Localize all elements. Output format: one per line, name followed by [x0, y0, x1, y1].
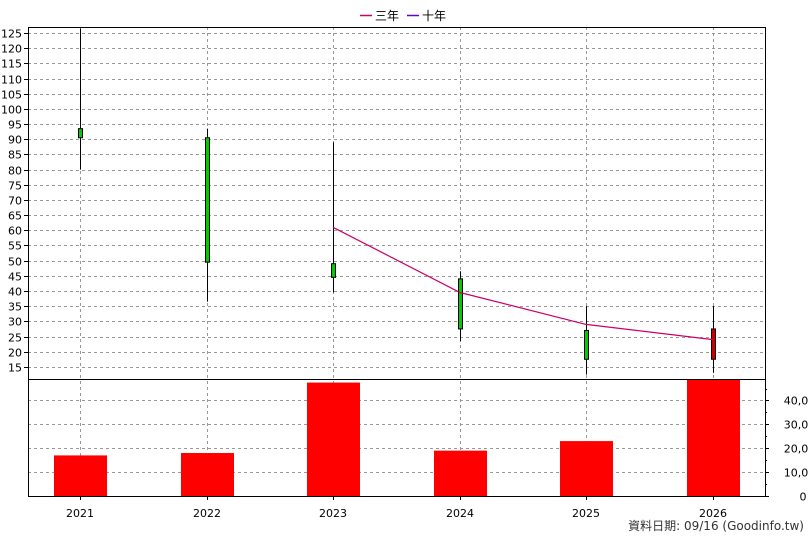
price-tick-label: 125	[1, 28, 22, 41]
volume-bar	[181, 453, 234, 496]
volume-bar	[687, 379, 740, 496]
average-lines	[332, 226, 714, 341]
x-tick-label: 2026	[699, 507, 727, 520]
price-tick-label: 60	[8, 225, 22, 238]
price-tick-label: 25	[8, 332, 22, 345]
price-tick-label: 65	[8, 210, 22, 223]
price-tick-label: 15	[8, 362, 22, 375]
price-tick-label: 100	[1, 104, 22, 117]
x-tick-label: 2025	[572, 507, 600, 520]
legend-label: 十年	[422, 9, 446, 23]
price-tick-label: 35	[8, 301, 22, 314]
price-tick-label: 85	[8, 149, 22, 162]
plot-frames	[28, 27, 766, 497]
price-grid	[28, 27, 765, 496]
candle-body	[458, 278, 463, 330]
price-tick-label: 120	[1, 43, 22, 56]
price-tick-label: 45	[8, 271, 22, 284]
x-tick-label: 2022	[193, 507, 221, 520]
volume-tick-label: 20,000	[784, 443, 808, 456]
price-tick-label: 20	[8, 347, 22, 360]
price-tick-label: 70	[8, 195, 22, 208]
candlesticks	[78, 28, 716, 375]
candle-body	[78, 128, 83, 139]
price-tick-label: 40	[8, 286, 22, 299]
volume-tick-label: 0	[800, 491, 807, 504]
price-panel-frame	[28, 27, 766, 380]
price-tick-label: 30	[8, 316, 22, 329]
series-line-三年	[332, 226, 714, 341]
volume-bar	[434, 450, 487, 496]
candle-body	[205, 137, 210, 263]
price-tick-label: 115	[1, 58, 22, 71]
volume-bar	[54, 455, 107, 496]
price-tick-label: 55	[8, 240, 22, 253]
axis-ticks: 1520253035404550556065707580859095100105…	[1, 28, 808, 521]
price-tick-label: 50	[8, 256, 22, 269]
volume-panel-frame	[28, 379, 766, 497]
x-tick-label: 2023	[319, 507, 347, 520]
candle-body	[711, 328, 716, 360]
x-tick-label: 2021	[66, 507, 94, 520]
price-tick-label: 75	[8, 180, 22, 193]
price-tick-label: 90	[8, 134, 22, 147]
price-tick-label: 95	[8, 119, 22, 132]
candle-body	[584, 329, 589, 360]
legend: 三年 十年	[360, 9, 446, 23]
volume-grid	[28, 400, 765, 473]
volume-tick-label: 10,000	[784, 467, 808, 480]
volume-bar	[307, 382, 360, 496]
price-tick-label: 80	[8, 165, 22, 178]
x-tick-label: 2024	[446, 507, 474, 520]
volume-tick-label: 30,000	[784, 419, 808, 432]
volume-bars	[54, 379, 740, 496]
volume-bar	[560, 441, 613, 496]
legend-label: 三年	[375, 9, 399, 23]
price-tick-label: 110	[1, 74, 22, 87]
candle-body	[331, 263, 336, 278]
data-date-credit: 資料日期: 09/16 (Goodinfo.tw)	[628, 519, 804, 533]
volume-tick-label: 40,000	[784, 395, 808, 408]
price-tick-label: 105	[1, 89, 22, 102]
